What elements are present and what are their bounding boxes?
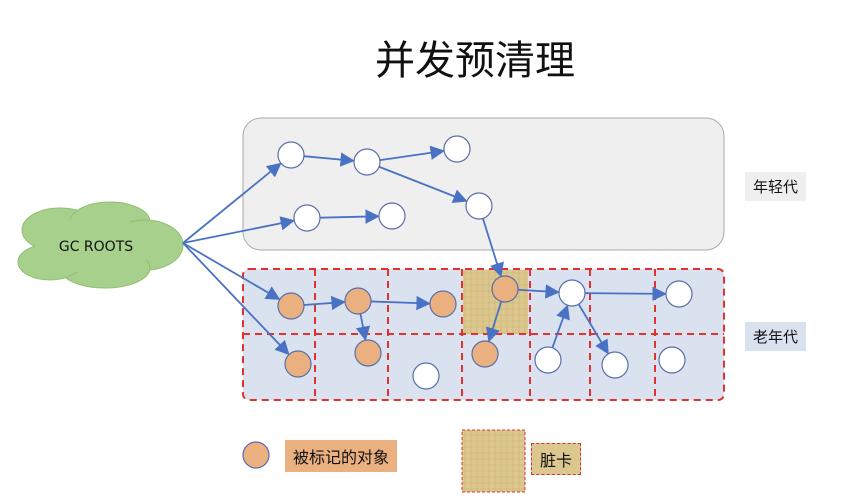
reference-arrow bbox=[379, 145, 445, 162]
object bbox=[443, 135, 471, 163]
object bbox=[534, 346, 562, 374]
marked-object bbox=[284, 350, 312, 378]
object bbox=[293, 204, 321, 232]
reference-arrow bbox=[378, 165, 468, 203]
reference-arrow bbox=[303, 295, 346, 311]
marked-object bbox=[491, 275, 519, 303]
reference-arrow bbox=[482, 218, 504, 278]
page-title: 并发预清理 bbox=[375, 38, 575, 84]
reference-arrow bbox=[485, 301, 503, 343]
reference-arrow bbox=[182, 216, 296, 244]
marked-object bbox=[277, 292, 305, 320]
reference-arrow bbox=[303, 152, 355, 167]
reference-arrow bbox=[182, 242, 281, 300]
reference-arrow bbox=[577, 303, 609, 355]
marked-object bbox=[354, 339, 382, 367]
object bbox=[353, 148, 381, 176]
old-generation-label: 老年代 bbox=[745, 322, 807, 351]
reference-arrow bbox=[319, 209, 380, 224]
card-grid bbox=[242, 268, 725, 401]
reference-arrow bbox=[370, 295, 431, 311]
marked-object-legend-label: 被标记的对象 bbox=[285, 440, 398, 472]
gc-roots-label: GC ROOTS bbox=[59, 239, 133, 255]
object bbox=[558, 279, 586, 307]
reference-arrow bbox=[355, 313, 371, 342]
object bbox=[601, 351, 629, 379]
reference-arrow bbox=[551, 304, 570, 349]
marked-object bbox=[471, 340, 499, 368]
dirty-card-legend-label: 脏卡 bbox=[531, 443, 582, 475]
marked-object bbox=[429, 290, 457, 318]
reference-arrow bbox=[584, 286, 667, 301]
young-generation-label: 年轻代 bbox=[745, 172, 807, 201]
gc-roots-cloud bbox=[17, 201, 184, 289]
object bbox=[378, 202, 406, 230]
reference-arrow bbox=[182, 242, 290, 356]
young-generation bbox=[242, 117, 725, 251]
object bbox=[465, 192, 493, 220]
marked-object bbox=[344, 287, 372, 315]
object bbox=[412, 362, 440, 390]
reference-arrow bbox=[182, 162, 282, 244]
object bbox=[658, 346, 686, 374]
object bbox=[665, 280, 693, 308]
object bbox=[277, 141, 305, 169]
reference-arrow bbox=[517, 284, 560, 299]
